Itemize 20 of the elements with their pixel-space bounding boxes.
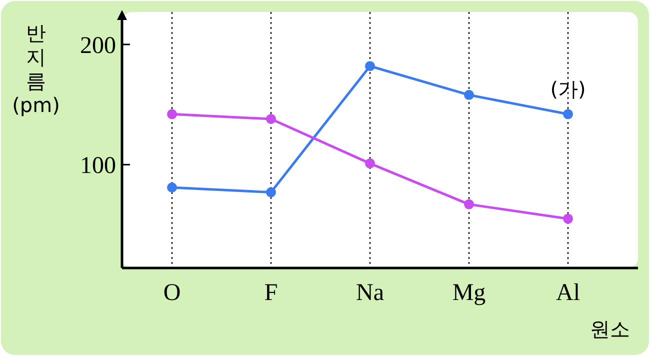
point	[365, 158, 375, 168]
x-tick-label: Mg	[452, 280, 486, 306]
x-tick-label: F	[264, 280, 278, 306]
y-tick-label: 100	[80, 153, 116, 180]
point	[365, 61, 375, 72]
point	[266, 114, 276, 124]
x-tick-label: O	[163, 280, 181, 306]
x-tick-label: Na	[356, 280, 384, 306]
point	[464, 90, 474, 100]
point	[266, 187, 276, 198]
y-tick-label: 200	[80, 32, 116, 59]
x-axis-title: 원소	[590, 317, 630, 341]
x-tick-label: Al	[556, 280, 580, 306]
y-axis-title: 반지름(pm)	[12, 21, 60, 117]
point	[563, 109, 573, 120]
point	[167, 109, 177, 120]
point	[563, 214, 573, 224]
point	[167, 182, 177, 192]
point	[464, 199, 474, 210]
annotation: (가)	[550, 77, 586, 102]
